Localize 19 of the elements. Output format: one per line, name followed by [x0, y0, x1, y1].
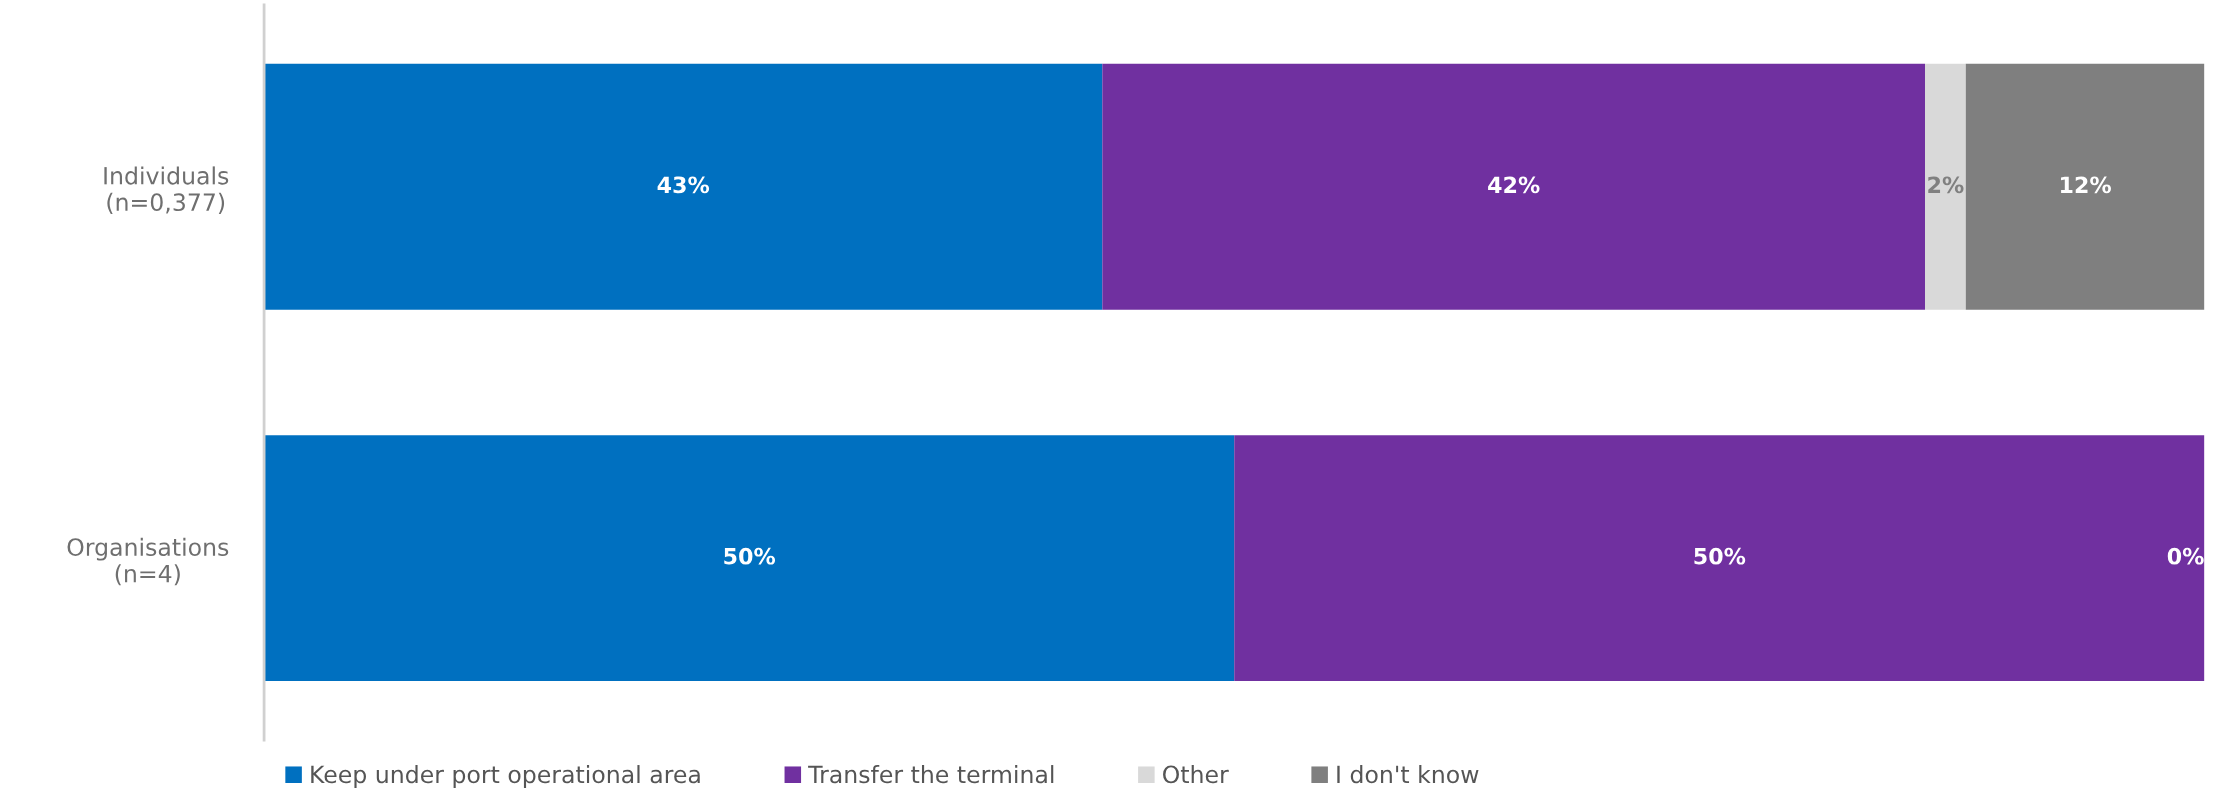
bar	[1965, 63, 2205, 310]
legend-label: I don't know	[1337, 765, 1479, 784]
bar	[1102, 63, 1926, 310]
legend-label: Other	[1163, 765, 1229, 784]
data-label: 50%	[1694, 547, 1746, 565]
bar	[1234, 435, 2205, 682]
data-label: 42%	[1488, 176, 1540, 194]
data-label: 12%	[2061, 176, 2111, 194]
legend-label: Keep under port operational area	[311, 765, 700, 788]
bar	[264, 63, 1103, 310]
data-label: 2%	[1928, 176, 1964, 194]
bar	[1925, 63, 1966, 310]
data-label: 43%	[657, 176, 710, 194]
legend-label: Transfer the terminal	[808, 765, 1054, 784]
bar	[264, 435, 1235, 682]
y-tick-label: Organisations (n=4)	[67, 537, 229, 586]
data-label: 0%	[2167, 547, 2204, 565]
y-tick-label: Individuals (n=0,377)	[104, 166, 229, 214]
data-label: 50%	[724, 547, 776, 565]
